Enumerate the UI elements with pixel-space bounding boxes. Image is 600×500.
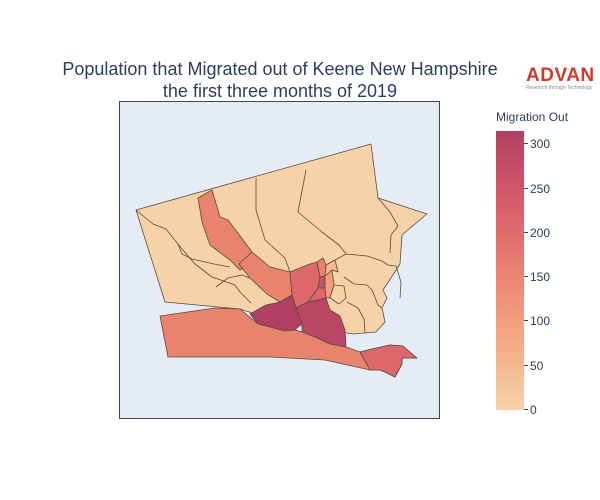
colorbar-tick-label: 0	[530, 403, 537, 417]
map-region-east-a	[345, 253, 402, 299]
map-region-north-e	[177, 243, 231, 268]
map-region-south-east	[359, 344, 418, 378]
colorbar-tick: 0	[524, 403, 564, 417]
logo-tagline: Research through Technology	[526, 85, 593, 91]
chart-title: Population that Migrated out of Keene Ne…	[40, 58, 520, 102]
colorbar-ticks: 0 50 100 150 200 250 300	[524, 131, 564, 417]
map-region-east-d	[346, 301, 366, 334]
colorbar-tick: 300	[524, 137, 564, 151]
colorbar	[496, 131, 524, 410]
colorbar-tick-label: 300	[530, 137, 551, 152]
colorbar-tick-mark	[524, 364, 528, 366]
colorbar-tick: 150	[524, 270, 564, 284]
map-region-north-a	[135, 209, 252, 304]
map-region-east-c	[343, 276, 383, 309]
colorbar-tick: 100	[524, 314, 564, 328]
colorbar-tick-mark	[524, 409, 528, 410]
colorbar-title: Migration Out	[496, 110, 569, 124]
colorbar-tick-label: 50	[530, 358, 544, 373]
colorbar-tick-label: 200	[530, 225, 551, 240]
chart-title-line-1: Population that Migrated out of Keene Ne…	[62, 59, 498, 79]
colorbar-tick-mark	[524, 231, 528, 233]
map-region-east-b	[377, 197, 399, 254]
colorbar-tick-mark	[524, 143, 528, 145]
map-region-core-g	[329, 284, 347, 305]
map-region-core-f	[324, 259, 339, 277]
colorbar-tick: 200	[524, 226, 564, 240]
colorbar-tick: 250	[524, 182, 564, 196]
colorbar-tick: 50	[524, 359, 564, 373]
map-area[interactable]	[119, 101, 440, 419]
advan-logo: ADVAN Research through Technology	[526, 66, 596, 92]
colorbar-tick-mark	[524, 276, 528, 278]
colorbar-tick-label: 100	[530, 314, 551, 329]
colorbar-tick-label: 250	[530, 181, 551, 196]
colorbar-tick-mark	[524, 187, 528, 189]
colorbar-tick-label: 150	[530, 270, 551, 285]
chart-title-line-2: the first three months of 2019	[162, 81, 398, 101]
map-region-north-b	[255, 178, 291, 273]
map-region-north-c	[297, 169, 347, 266]
colorbar-tick-mark	[524, 320, 528, 322]
logo-name: ADVAN	[526, 65, 595, 86]
choropleth-map	[135, 143, 428, 378]
